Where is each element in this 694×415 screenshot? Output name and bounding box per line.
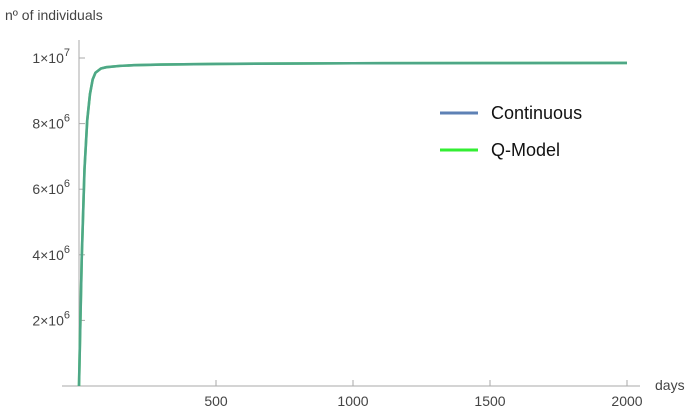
y-tick-label: 8×106: [32, 113, 70, 132]
x-tick-label: 1000: [337, 393, 368, 409]
y-tick-exponent: 7: [64, 47, 70, 59]
legend: Continuous Q-Model: [440, 103, 582, 160]
y-tick-exponent: 6: [64, 244, 70, 256]
y-tick-label: 4×106: [32, 244, 70, 263]
y-axis-title: nº of individuals: [5, 7, 103, 23]
axes: [62, 40, 640, 387]
y-tick-mantissa: 8: [32, 116, 40, 132]
series-line-continuous: [77, 61, 628, 387]
y-tick-mantissa: 6: [32, 181, 40, 197]
y-tick-times-ten: ×10: [40, 116, 64, 132]
y-tick-times-ten: ×10: [40, 50, 64, 66]
y-tick-mantissa: 1: [32, 50, 40, 66]
x-tick-label: 1500: [474, 393, 505, 409]
y-tick-label: 1×107: [32, 47, 70, 66]
y-tick-exponent: 6: [64, 309, 70, 321]
y-tick-times-ten: ×10: [40, 312, 64, 328]
series-lines: [77, 61, 628, 387]
x-axis-title: days: [655, 377, 685, 393]
y-tick-label: 6×106: [32, 178, 70, 197]
y-tick-exponent: 6: [64, 113, 70, 125]
x-tick-label: 2000: [611, 393, 642, 409]
x-tick-label: 500: [204, 393, 228, 409]
y-tick-mantissa: 4: [32, 247, 40, 263]
legend-label: Q-Model: [491, 140, 560, 160]
y-tick-mantissa: 2: [32, 312, 40, 328]
y-tick-times-ten: ×10: [40, 181, 64, 197]
legend-label: Continuous: [491, 103, 582, 123]
y-tick-exponent: 6: [64, 178, 70, 190]
y-tick-label: 2×106: [32, 309, 70, 328]
y-tick-times-ten: ×10: [40, 247, 64, 263]
